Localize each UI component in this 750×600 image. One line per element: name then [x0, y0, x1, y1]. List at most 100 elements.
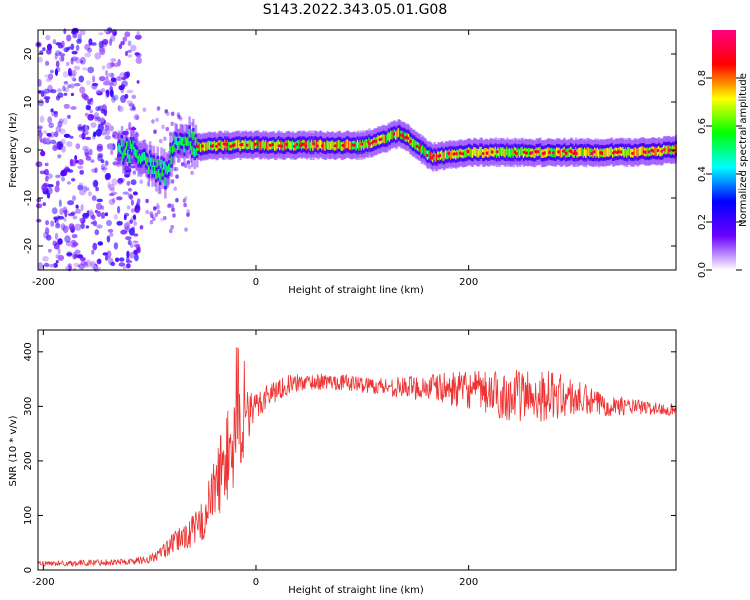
noise-blob	[95, 89, 102, 95]
noise-blob	[69, 158, 74, 167]
noise-blob	[78, 263, 85, 270]
noise-blob	[82, 212, 89, 219]
ridge-core	[606, 147, 610, 157]
noise-blob	[108, 257, 114, 266]
noise-blob	[110, 143, 114, 152]
noise-blob	[35, 203, 43, 209]
noise-blob	[69, 83, 75, 89]
ridge-core	[622, 147, 625, 156]
noise-blob	[47, 116, 53, 124]
noise-blob	[43, 88, 51, 94]
colorbar-ticks: 0.0 0.2 0.4 0.6 0.8	[697, 70, 742, 278]
noise-blob	[163, 215, 167, 221]
noise-blob	[124, 225, 130, 233]
ridge-core	[225, 141, 228, 151]
ridge-core	[506, 146, 509, 156]
ridge-core	[349, 141, 352, 150]
ridge-core	[654, 146, 657, 156]
noise-blob	[79, 86, 86, 94]
noise-blob	[160, 217, 164, 222]
ridge-core	[442, 152, 445, 161]
noise-blob	[57, 248, 61, 255]
x-tick-label: 0	[253, 577, 259, 588]
noise-blob	[82, 67, 88, 71]
noise-blob	[157, 209, 161, 215]
noise-blob	[130, 199, 134, 206]
noise-blob	[109, 89, 114, 98]
ridge-core	[124, 146, 127, 156]
ridge-core	[356, 139, 360, 149]
noise-blob	[118, 43, 123, 50]
ridge-core	[150, 157, 153, 167]
ridge-core	[171, 145, 175, 154]
noise-blob	[73, 262, 80, 268]
colorbar-tick-label: 0.6	[697, 118, 708, 134]
noise-blob	[85, 155, 92, 161]
snr-y-axis-label: SNR (10 * v/v)	[8, 415, 19, 486]
ridge-core	[262, 139, 265, 149]
noise-blob	[102, 252, 109, 256]
ridge-core	[636, 148, 639, 158]
noise-blob	[62, 206, 68, 214]
noise-blob	[100, 117, 105, 123]
ridge-core	[489, 146, 492, 156]
ridge-core	[539, 146, 542, 156]
ridge-core	[146, 157, 149, 166]
noise-blob	[122, 266, 127, 270]
noise-blob	[46, 234, 52, 241]
noise-blob	[106, 235, 111, 243]
noise-blob	[59, 208, 64, 216]
noise-blob	[94, 52, 102, 60]
ridge-core	[207, 140, 210, 150]
ridge-core	[221, 141, 224, 151]
ridge-core	[527, 148, 531, 157]
noise-blob	[178, 116, 183, 121]
noise-blob	[61, 54, 65, 62]
ridge-core	[222, 142, 226, 151]
noise-blob	[120, 76, 127, 80]
ridge-core	[141, 153, 144, 162]
ridge-core	[199, 143, 203, 153]
noise-blob	[70, 57, 74, 65]
noise-blob	[42, 255, 49, 262]
ridge-core	[444, 150, 448, 159]
ridge-core	[443, 151, 446, 161]
noise-blob	[38, 99, 44, 107]
noise-blob	[52, 240, 58, 247]
noise-blob	[175, 174, 179, 179]
noise-blob	[63, 209, 69, 214]
ridge-core	[339, 140, 342, 149]
noise-blob	[71, 50, 78, 55]
noise-blob	[128, 188, 132, 192]
ridge-core	[137, 155, 140, 165]
ridge-core	[309, 142, 312, 151]
ridge-core	[298, 140, 301, 149]
noise-blob	[41, 183, 48, 192]
ridge-core	[479, 146, 482, 156]
noise-blob	[63, 103, 70, 109]
ridge-core	[235, 139, 238, 149]
noise-blob	[98, 40, 104, 49]
ridge-core	[310, 139, 314, 149]
noise-blob	[105, 160, 109, 166]
noise-blob	[136, 31, 141, 36]
noise-blob	[37, 79, 42, 87]
noise-blob	[84, 112, 89, 117]
noise-blob	[55, 66, 61, 73]
noise-blob	[74, 223, 82, 231]
noise-blob	[156, 106, 161, 111]
ridge-core	[174, 135, 177, 144]
noise-blob	[134, 34, 142, 40]
ridge-core	[336, 140, 339, 150]
noise-blob	[86, 187, 90, 191]
noise-blob	[80, 257, 86, 262]
ridge-core	[178, 141, 181, 150]
noise-blob	[104, 160, 108, 168]
noise-blob	[79, 29, 86, 36]
ridge-core	[139, 155, 143, 165]
y-tick-label: -20	[23, 238, 34, 254]
noise-blob	[129, 251, 135, 259]
noise-blob	[74, 253, 79, 258]
noise-blob	[118, 262, 126, 267]
snr-x-axis-label: Height of straight line (km)	[288, 585, 424, 596]
